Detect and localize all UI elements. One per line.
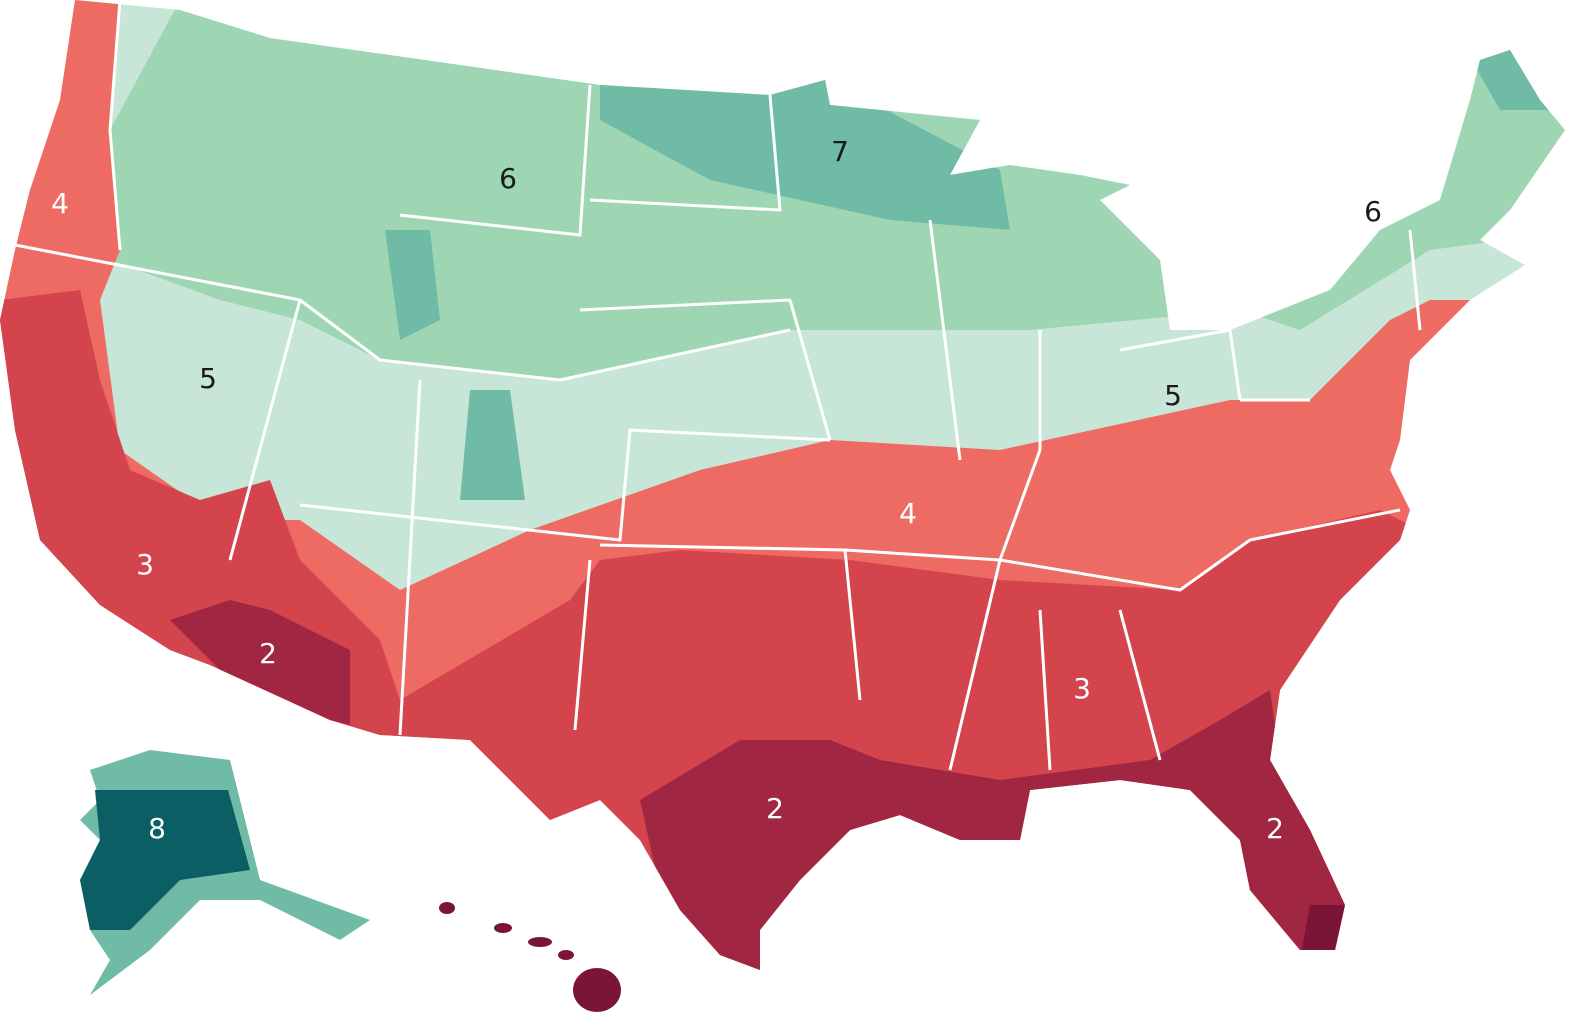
- island: [573, 968, 621, 1012]
- zone-region: [170, 600, 350, 725]
- zone-label: 8: [148, 812, 166, 845]
- alaska: [80, 750, 370, 995]
- island: [494, 923, 512, 933]
- zone-label: 5: [199, 362, 217, 395]
- island: [528, 937, 552, 947]
- zone-label: 6: [1364, 195, 1382, 228]
- zone-region: [80, 790, 250, 930]
- island: [558, 950, 574, 960]
- zone-labels: 4 6 7 6 5 5 3 2 4 3 2 2 8: [51, 135, 1382, 845]
- zone-label: 2: [766, 792, 784, 825]
- island: [439, 902, 455, 914]
- state-borders: [14, 0, 1422, 771]
- zone-label: 3: [136, 548, 154, 581]
- zone-label: 5: [1164, 379, 1182, 412]
- zone-region: [600, 80, 1010, 230]
- zone-region: [385, 230, 525, 500]
- zone-label: 6: [499, 162, 517, 195]
- zone-label: 4: [51, 187, 69, 220]
- zone-label: 7: [831, 135, 849, 168]
- zone-label: 2: [259, 637, 277, 670]
- zone-label: 4: [899, 497, 917, 530]
- zone-label: 2: [1266, 812, 1284, 845]
- hawaii: [439, 902, 621, 1012]
- zone-label: 3: [1073, 672, 1091, 705]
